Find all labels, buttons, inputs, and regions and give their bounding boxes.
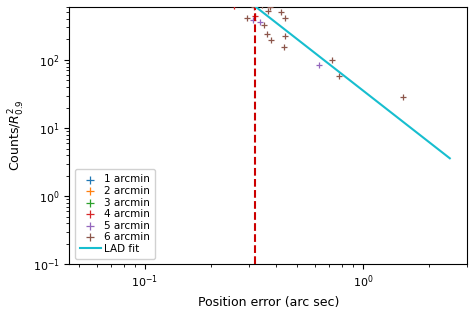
6 arcmin (266, 4, 274, 9)
6 arcmin (258, 3, 266, 8)
6 arcmin (281, 15, 289, 20)
4 arcmin (231, 3, 238, 9)
5 arcmin (316, 62, 323, 67)
6 arcmin (255, 0, 262, 2)
4 arcmin (241, 0, 248, 2)
6 arcmin (250, 5, 257, 10)
6 arcmin (243, 15, 251, 20)
5 arcmin (249, 18, 256, 23)
6 arcmin (281, 45, 288, 50)
Legend: 1 arcmin, 2 arcmin, 3 arcmin, 4 arcmin, 5 arcmin, 6 arcmin, LAD fit: 1 arcmin, 2 arcmin, 3 arcmin, 4 arcmin, … (74, 169, 155, 259)
X-axis label: Position error (arc sec): Position error (arc sec) (198, 296, 339, 309)
3 arcmin (218, 0, 226, 3)
6 arcmin (264, 8, 272, 13)
6 arcmin (282, 33, 289, 38)
6 arcmin (328, 58, 336, 63)
6 arcmin (267, 37, 275, 42)
6 arcmin (260, 23, 267, 28)
6 arcmin (264, 32, 271, 37)
6 arcmin (277, 9, 284, 15)
4 arcmin (251, 13, 258, 18)
6 arcmin (335, 73, 343, 78)
Y-axis label: Counts/$R^2_{0.9}$: Counts/$R^2_{0.9}$ (7, 100, 27, 172)
6 arcmin (399, 95, 407, 100)
5 arcmin (257, 19, 264, 24)
